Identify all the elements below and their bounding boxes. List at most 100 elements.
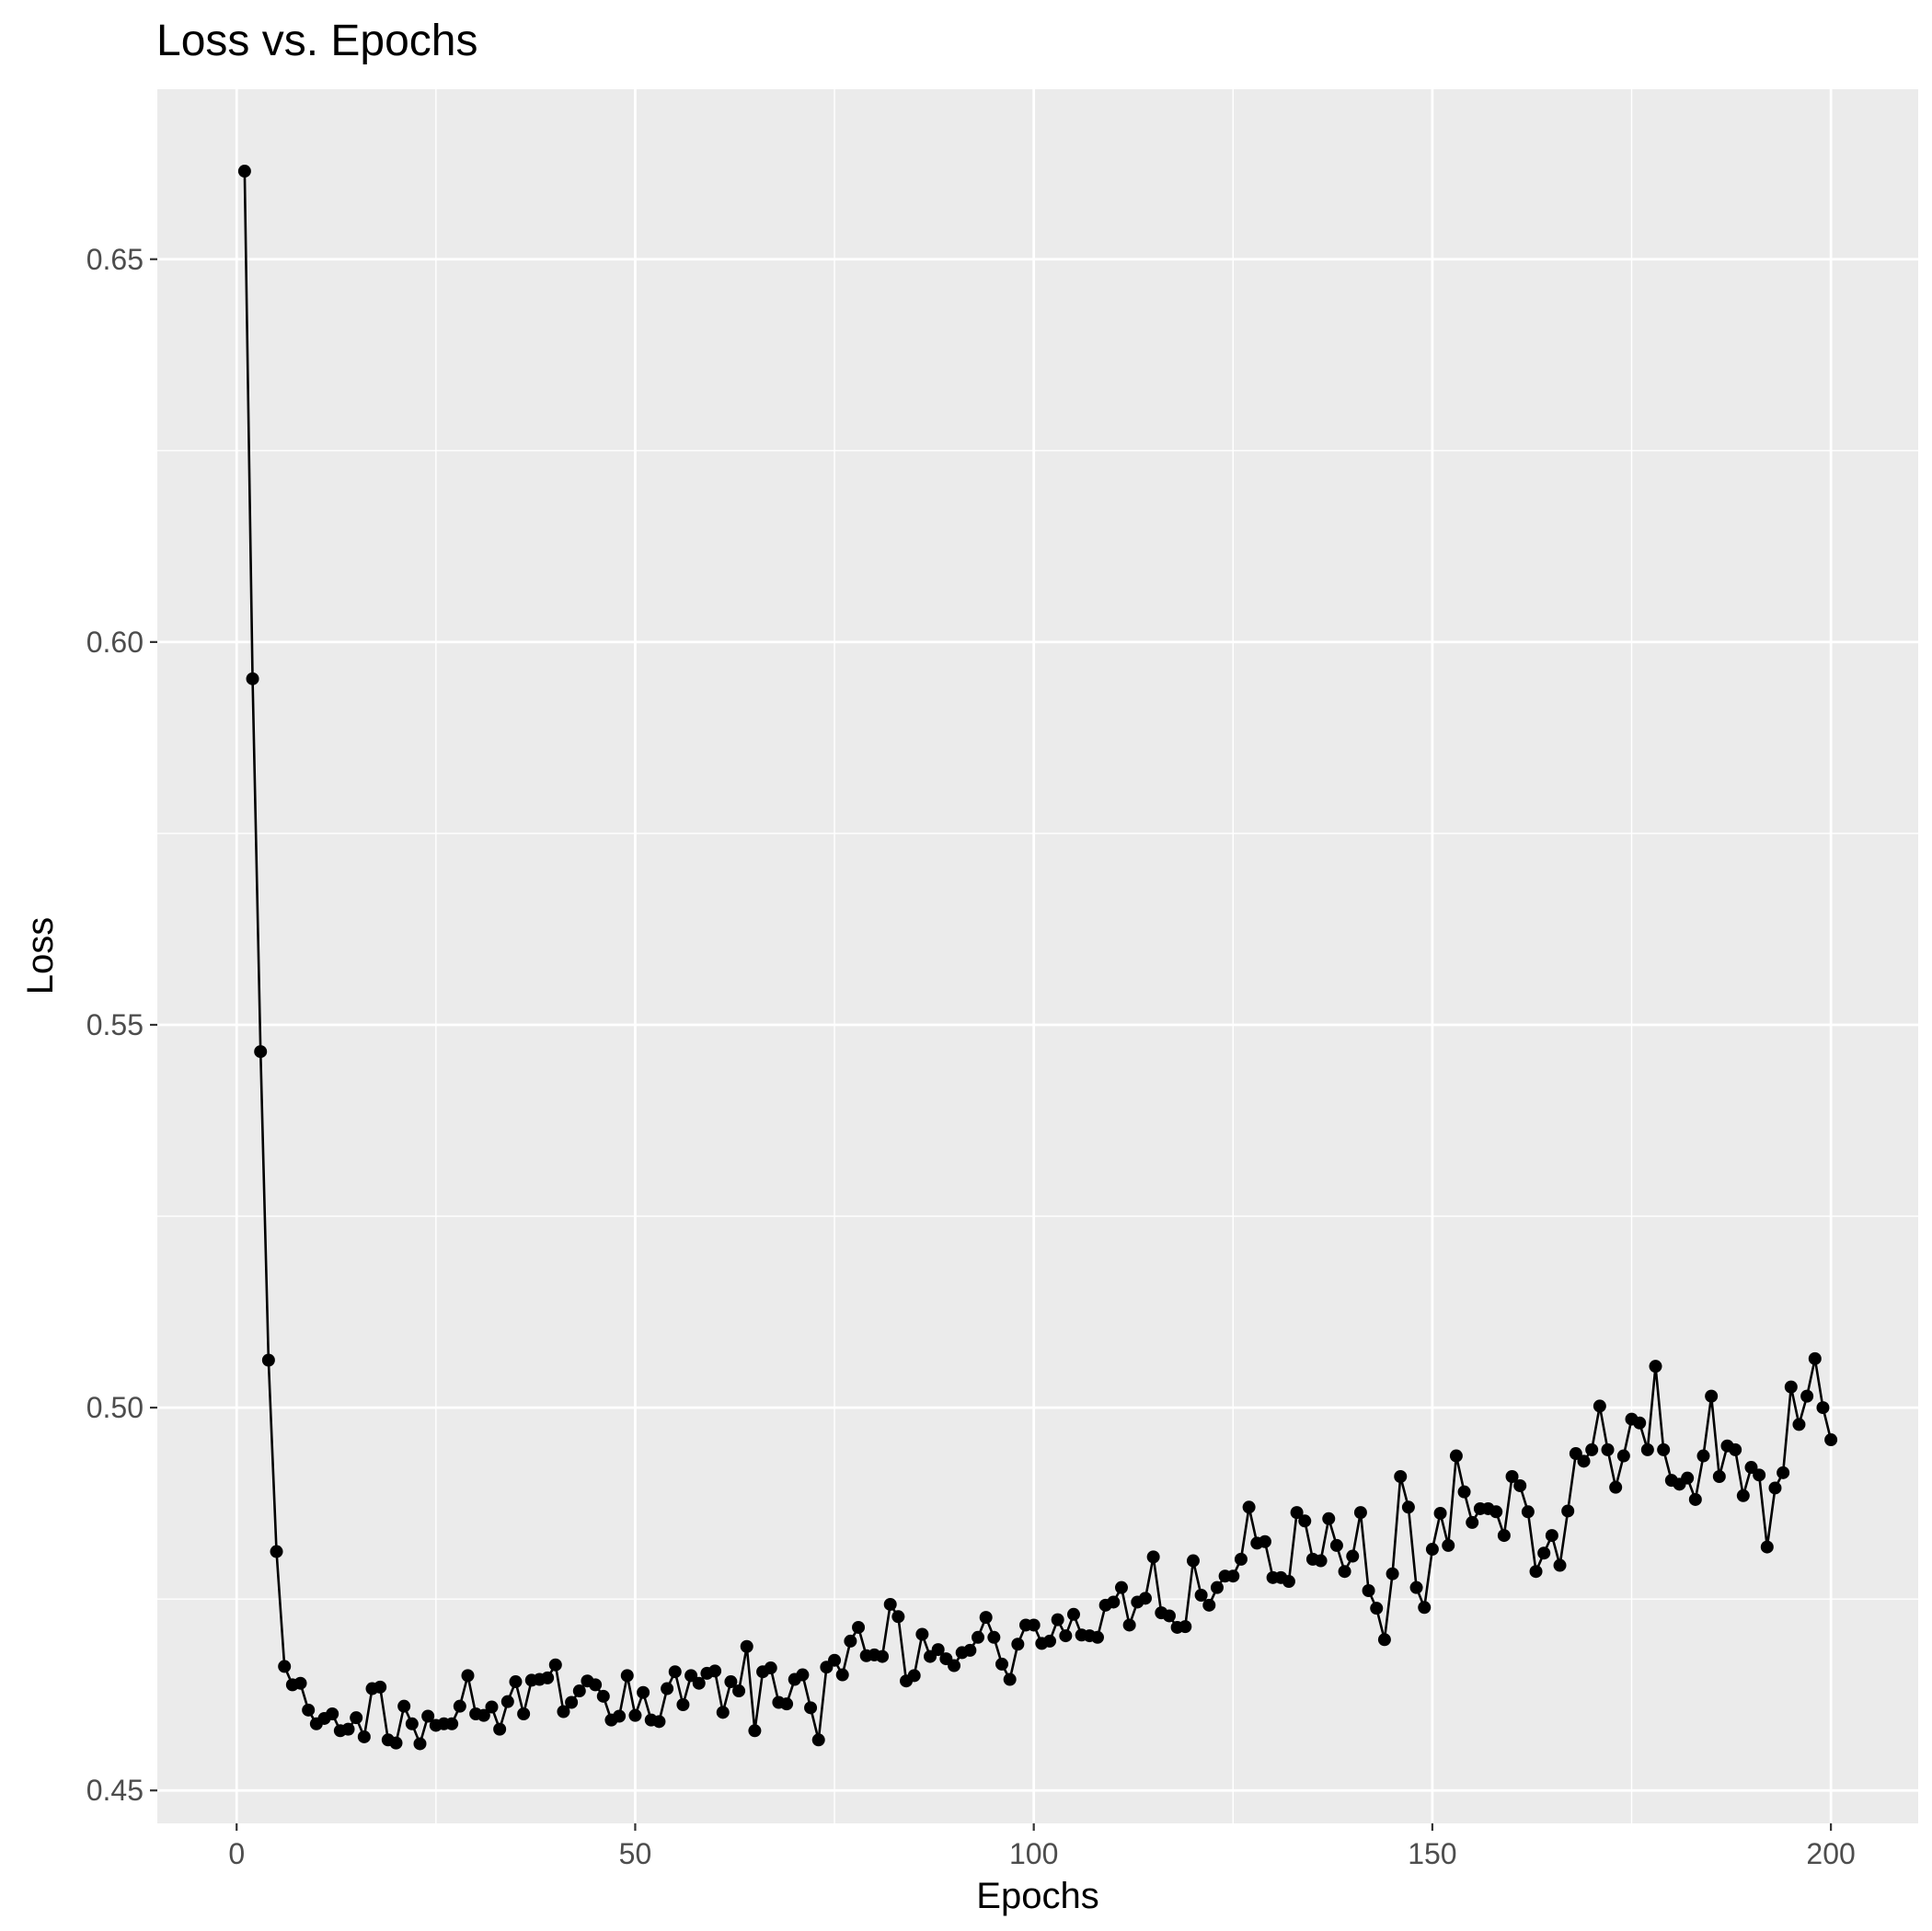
data-point-epoch-15	[350, 1711, 363, 1725]
data-point-epoch-121	[1194, 1588, 1208, 1602]
data-point-epoch-173	[1609, 1480, 1623, 1494]
data-point-epoch-14	[341, 1722, 355, 1736]
data-point-epoch-191	[1753, 1468, 1766, 1482]
y-tick-label-0: 0.45	[86, 1774, 144, 1807]
data-point-epoch-61	[716, 1706, 730, 1719]
data-point-epoch-32	[485, 1700, 499, 1714]
data-point-epoch-108	[1090, 1630, 1104, 1644]
data-point-epoch-22	[405, 1717, 419, 1730]
data-point-epoch-115	[1146, 1550, 1160, 1564]
data-point-epoch-143	[1370, 1602, 1384, 1615]
data-point-epoch-189	[1736, 1488, 1750, 1502]
data-point-epoch-193	[1768, 1481, 1782, 1495]
data-point-epoch-139	[1338, 1565, 1351, 1579]
y-axis: 0.45 0.50 0.55 0.60 0.65	[86, 243, 157, 1807]
data-point-epoch-200	[1824, 1433, 1838, 1447]
x-tick-label-1: 50	[619, 1837, 652, 1870]
data-point-epoch-104	[1059, 1629, 1073, 1643]
data-point-epoch-123	[1210, 1580, 1224, 1594]
data-point-epoch-179	[1657, 1443, 1671, 1456]
data-point-epoch-168	[1569, 1447, 1582, 1461]
data-point-epoch-93	[972, 1630, 985, 1644]
data-point-epoch-58	[692, 1676, 706, 1690]
y-tick-label-1: 0.50	[86, 1391, 144, 1424]
data-point-epoch-154	[1457, 1485, 1471, 1499]
data-point-epoch-184	[1696, 1449, 1710, 1463]
data-point-epoch-95	[987, 1630, 1001, 1644]
data-point-epoch-103	[1051, 1613, 1064, 1626]
y-tick-label-4: 0.65	[86, 243, 144, 276]
data-point-epoch-153	[1449, 1449, 1463, 1463]
data-point-epoch-28	[453, 1699, 466, 1713]
data-point-epoch-146	[1394, 1470, 1408, 1483]
x-tick-label-2: 100	[1009, 1837, 1058, 1870]
data-point-epoch-24	[421, 1709, 435, 1723]
data-point-epoch-150	[1425, 1543, 1439, 1557]
data-point-epoch-62	[724, 1675, 738, 1689]
data-point-epoch-196	[1792, 1418, 1806, 1431]
data-point-epoch-122	[1202, 1598, 1216, 1612]
data-point-epoch-40	[548, 1658, 562, 1672]
data-point-epoch-160	[1505, 1470, 1519, 1483]
data-point-epoch-171	[1593, 1399, 1606, 1413]
data-point-epoch-186	[1712, 1470, 1726, 1483]
data-point-epoch-31	[477, 1708, 490, 1722]
data-point-epoch-69	[780, 1697, 794, 1711]
y-axis-title: Loss	[20, 917, 61, 995]
data-point-epoch-151	[1433, 1506, 1447, 1520]
data-point-epoch-6	[278, 1660, 292, 1673]
data-point-epoch-90	[948, 1659, 961, 1672]
data-point-epoch-120	[1186, 1554, 1200, 1568]
data-point-epoch-169	[1577, 1454, 1591, 1468]
data-point-epoch-33	[493, 1722, 507, 1736]
data-point-epoch-20	[389, 1736, 403, 1750]
data-point-epoch-39	[541, 1671, 555, 1684]
data-point-epoch-155	[1466, 1515, 1479, 1529]
data-point-epoch-102	[1042, 1634, 1056, 1648]
data-point-epoch-183	[1688, 1492, 1702, 1506]
data-point-epoch-129	[1258, 1534, 1271, 1548]
data-point-epoch-46	[596, 1689, 610, 1703]
data-point-epoch-92	[963, 1643, 977, 1657]
data-point-epoch-29	[461, 1669, 475, 1683]
data-point-epoch-170	[1585, 1443, 1599, 1456]
data-point-epoch-136	[1314, 1554, 1328, 1568]
data-point-epoch-159	[1497, 1529, 1511, 1543]
data-point-epoch-114	[1138, 1592, 1152, 1605]
data-point-epoch-5	[270, 1545, 283, 1558]
data-point-epoch-45	[589, 1678, 603, 1692]
data-point-epoch-163	[1529, 1565, 1543, 1579]
data-point-epoch-138	[1329, 1538, 1343, 1552]
data-point-epoch-53	[652, 1715, 666, 1729]
data-point-epoch-67	[764, 1661, 777, 1675]
data-point-epoch-142	[1362, 1584, 1375, 1598]
data-point-epoch-82	[883, 1597, 897, 1611]
data-point-epoch-137	[1322, 1511, 1336, 1525]
data-point-epoch-18	[374, 1680, 387, 1694]
data-point-epoch-34	[500, 1695, 514, 1708]
data-point-epoch-4	[261, 1353, 275, 1367]
data-point-epoch-145	[1386, 1567, 1399, 1580]
data-point-epoch-111	[1114, 1580, 1128, 1594]
data-point-epoch-141	[1353, 1506, 1367, 1520]
data-point-epoch-55	[668, 1665, 682, 1679]
data-point-epoch-140	[1346, 1549, 1360, 1563]
data-point-epoch-125	[1226, 1569, 1240, 1583]
data-point-epoch-72	[804, 1701, 818, 1715]
data-point-epoch-147	[1401, 1500, 1415, 1514]
data-point-epoch-50	[628, 1708, 642, 1722]
y-tick-label-2: 0.55	[86, 1008, 144, 1041]
data-point-epoch-127	[1242, 1500, 1256, 1514]
data-point-epoch-161	[1513, 1478, 1527, 1492]
data-point-epoch-176	[1633, 1416, 1647, 1430]
data-point-epoch-54	[661, 1682, 674, 1695]
data-point-epoch-86	[915, 1627, 929, 1641]
data-point-epoch-83	[891, 1610, 905, 1624]
data-point-epoch-194	[1777, 1465, 1790, 1479]
data-point-epoch-174	[1616, 1449, 1630, 1463]
data-point-epoch-158	[1489, 1505, 1503, 1519]
data-point-epoch-57	[684, 1669, 698, 1683]
chart-title: Loss vs. Epochs	[156, 17, 478, 65]
data-point-epoch-94	[979, 1611, 993, 1625]
x-tick-label-4: 200	[1806, 1837, 1855, 1870]
